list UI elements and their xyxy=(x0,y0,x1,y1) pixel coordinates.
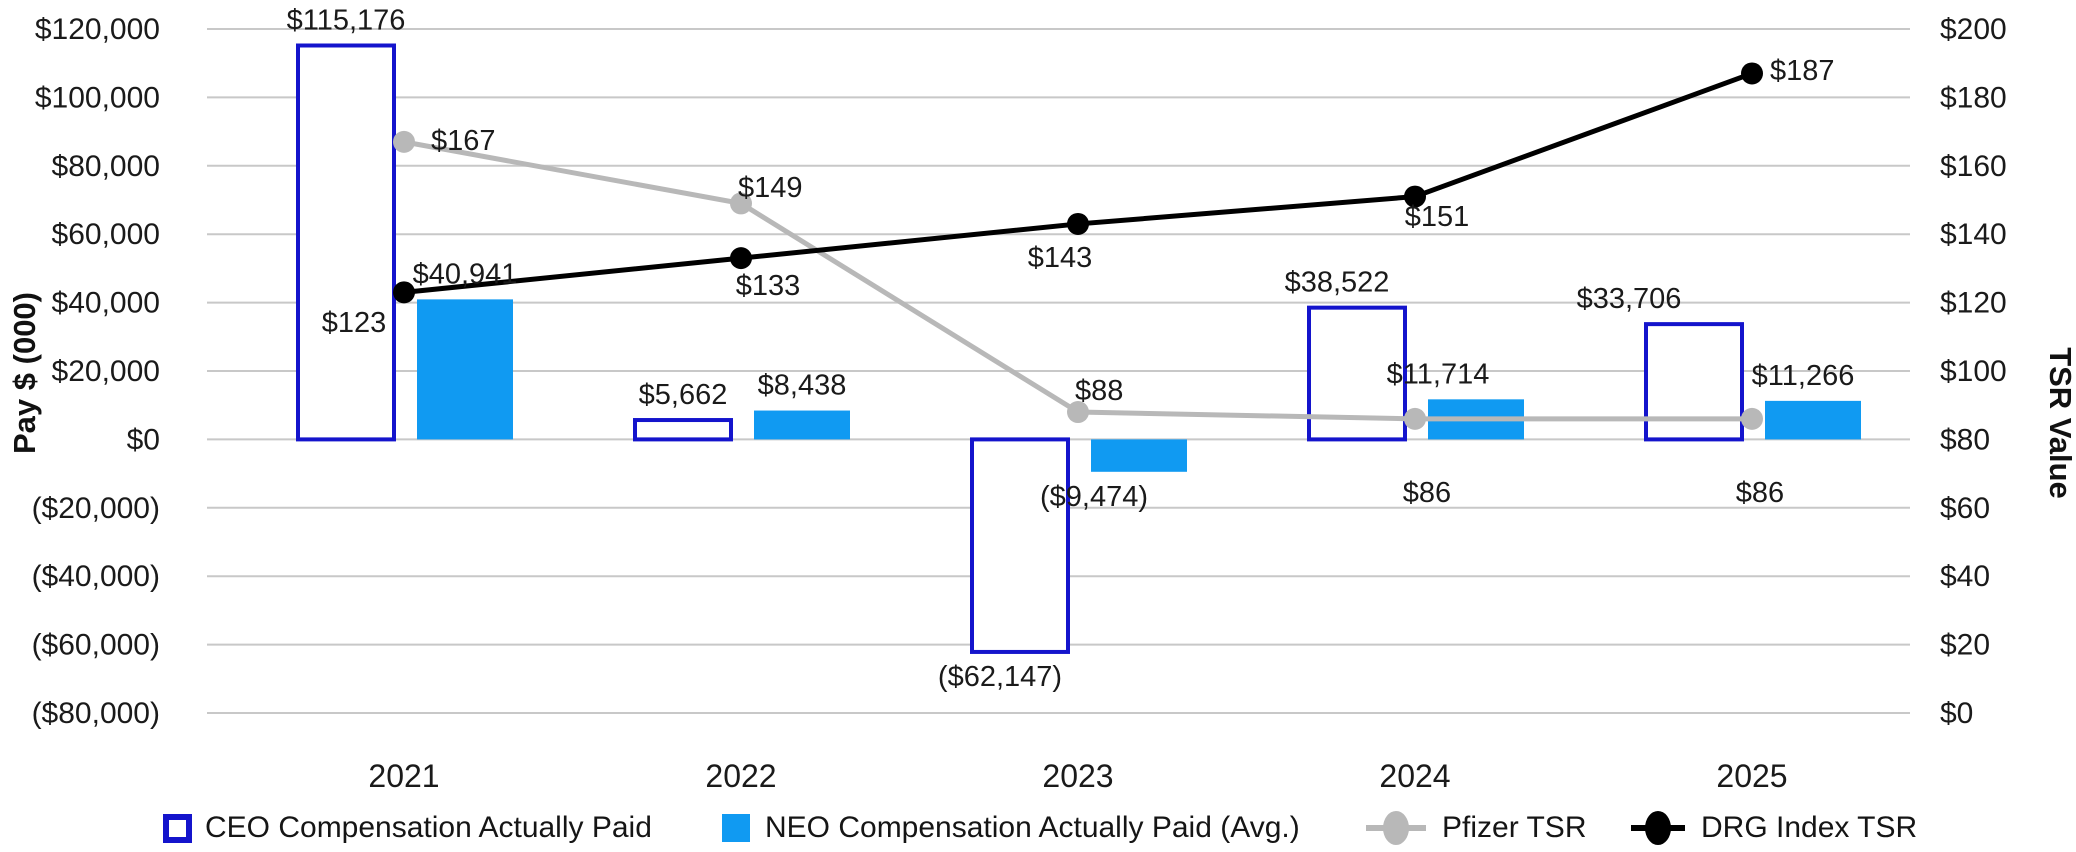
ceo-bar-data-label: $5,662 xyxy=(639,379,728,411)
right-axis-tick-label: $180 xyxy=(1940,81,2007,114)
legend-label: CEO Compensation Actually Paid xyxy=(205,811,652,844)
neo-bar-data-label: $11,266 xyxy=(1752,360,1855,392)
drg-index-tsr-marker xyxy=(1067,212,1089,235)
pfizer-tsr-data-label: $149 xyxy=(738,172,803,204)
neo-compensation-bar xyxy=(754,410,850,440)
right-axis-tick-label: $100 xyxy=(1940,355,2007,388)
neo-compensation-bar xyxy=(1765,400,1861,440)
drg-index-tsr-data-label: $123 xyxy=(322,307,387,339)
left-axis-tick-label: $80,000 xyxy=(52,150,160,183)
drg-index-tsr-marker xyxy=(1404,185,1426,208)
legend-label: DRG Index TSR xyxy=(1701,811,1918,844)
left-axis-tick-label: ($60,000) xyxy=(32,629,160,662)
right-axis-tick-label: $0 xyxy=(1940,697,1973,730)
legend-label: Pfizer TSR xyxy=(1442,811,1587,844)
left-axis-tick-label: $0 xyxy=(127,423,160,456)
solid-square-swatch-icon xyxy=(722,814,750,842)
pfizer-tsr-data-label: $167 xyxy=(431,125,496,157)
right-axis-tick-label: $40 xyxy=(1940,560,1990,593)
left-axis-tick-label: $120,000 xyxy=(35,13,160,46)
left-axis-tick-label: ($20,000) xyxy=(32,492,160,525)
pfizer-tsr-marker xyxy=(1067,401,1089,424)
ceo-bar-data-label: $38,522 xyxy=(1285,267,1390,299)
neo-bar-data-label: $8,438 xyxy=(758,370,847,402)
legend-item-neo-compensation: NEO Compensation Actually Paid (Avg.) xyxy=(722,806,1300,850)
neo-bar-data-label: ($9,474) xyxy=(1040,481,1148,513)
right-axis-tick-label: $200 xyxy=(1940,13,2007,46)
left-axis-tick-label: ($80,000) xyxy=(32,697,160,730)
left-axis-tick-label: $40,000 xyxy=(52,287,160,320)
drg-index-tsr-data-label: $143 xyxy=(1028,242,1093,274)
x-axis-year-label: 2022 xyxy=(705,758,776,794)
left-axis-tick-label: $60,000 xyxy=(52,218,160,251)
legend-item-pfizer-tsr: Pfizer TSR xyxy=(1364,806,1586,850)
pfizer-tsr-marker xyxy=(1404,407,1426,430)
legend-item-ceo-compensation: CEO Compensation Actually Paid xyxy=(163,806,652,850)
pfizer-tsr-data-label: $88 xyxy=(1075,375,1123,407)
black-line-marker-icon xyxy=(1631,811,1685,845)
pfizer-tsr-data-label: $86 xyxy=(1736,477,1784,509)
neo-bar-data-label: $40,941 xyxy=(413,258,518,290)
x-axis-year-label: 2023 xyxy=(1042,758,1113,794)
hollow-square-swatch-icon xyxy=(163,813,192,843)
pfizer-tsr-marker xyxy=(393,130,415,153)
pfizer-tsr-marker xyxy=(730,192,752,215)
left-axis-tick-label: ($40,000) xyxy=(32,560,160,593)
x-axis-year-label: 2024 xyxy=(1379,758,1450,794)
right-axis-tick-label: $20 xyxy=(1940,629,1990,662)
left-axis-title: Pay $ (000) xyxy=(7,292,42,454)
drg-index-tsr-data-label: $133 xyxy=(736,270,801,302)
drg-index-tsr-marker xyxy=(730,247,752,270)
gray-line-marker-icon xyxy=(1366,811,1426,845)
ceo-compensation-bar xyxy=(633,418,733,442)
x-axis-year-label: 2025 xyxy=(1716,758,1787,794)
right-axis-tick-label: $80 xyxy=(1940,423,1990,456)
right-axis-tick-label: $160 xyxy=(1940,150,2007,183)
chart-legend: CEO Compensation Actually Paid NEO Compe… xyxy=(0,806,2076,850)
ceo-bar-data-label: ($62,147) xyxy=(938,661,1062,693)
x-axis-year-label: 2021 xyxy=(368,758,439,794)
ceo-bar-data-label: $33,706 xyxy=(1577,283,1682,315)
ceo-compensation-bar xyxy=(1644,322,1744,442)
left-axis-tick-label: $20,000 xyxy=(52,355,160,388)
neo-compensation-bar xyxy=(1091,439,1187,472)
right-axis-tick-label: $140 xyxy=(1940,218,2007,251)
neo-compensation-bar xyxy=(417,299,513,440)
neo-bar-data-label: $11,714 xyxy=(1387,358,1490,390)
legend-label: NEO Compensation Actually Paid (Avg.) xyxy=(765,811,1300,844)
ceo-compensation-bar xyxy=(296,43,396,442)
ceo-bar-data-label: $115,176 xyxy=(287,4,406,36)
pfizer-tsr-marker xyxy=(1741,407,1763,430)
drg-index-tsr-marker xyxy=(393,281,415,304)
right-axis-tick-label: $60 xyxy=(1940,492,1990,525)
right-axis-tick-label: $120 xyxy=(1940,287,2007,320)
right-axis-title: TSR Value xyxy=(2043,347,2076,499)
left-axis-tick-label: $100,000 xyxy=(35,81,160,114)
ceo-compensation-bar xyxy=(970,437,1070,654)
pfizer-tsr-data-label: $86 xyxy=(1403,477,1451,509)
drg-index-tsr-data-label: $151 xyxy=(1405,201,1470,233)
legend-item-drg-index-tsr: DRG Index TSR xyxy=(1629,806,1917,850)
drg-index-tsr-marker xyxy=(1741,62,1763,85)
drg-index-tsr-data-label: $187 xyxy=(1770,55,1835,87)
